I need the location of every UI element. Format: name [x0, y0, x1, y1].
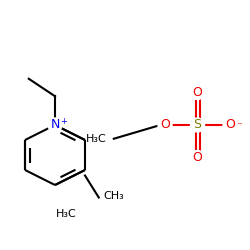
Circle shape	[158, 118, 172, 132]
Text: +: +	[60, 117, 67, 126]
Circle shape	[223, 118, 237, 132]
Text: O: O	[225, 118, 235, 132]
Text: H₃C: H₃C	[56, 209, 76, 219]
Text: O: O	[192, 86, 202, 99]
Text: H₃C: H₃C	[86, 134, 106, 144]
Text: S: S	[194, 118, 202, 132]
Text: O: O	[160, 118, 170, 132]
Circle shape	[190, 150, 204, 164]
Text: O: O	[192, 151, 202, 164]
Text: N: N	[50, 118, 60, 132]
Circle shape	[48, 118, 62, 132]
Circle shape	[190, 86, 204, 100]
Text: ⁻: ⁻	[236, 121, 242, 131]
Circle shape	[190, 118, 204, 132]
Text: CH₃: CH₃	[104, 191, 124, 201]
